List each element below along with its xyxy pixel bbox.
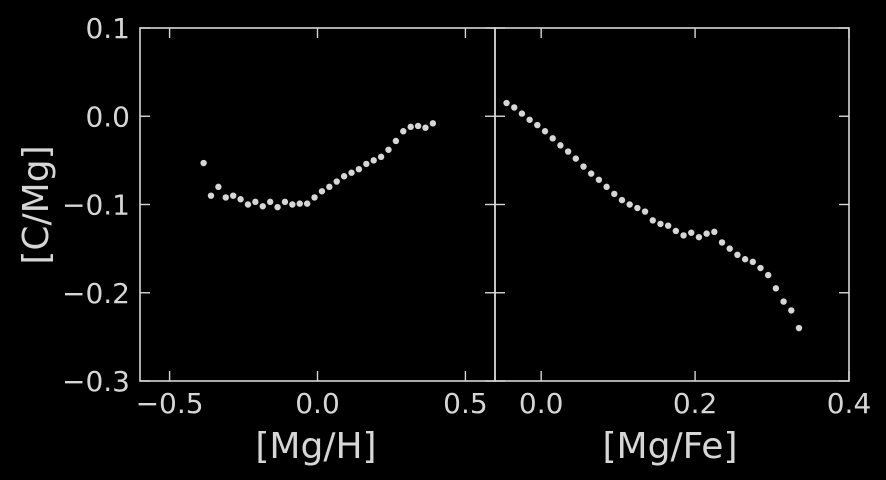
data-point-mg-fe: [572, 155, 580, 162]
data-point-mg-fe: [595, 176, 603, 183]
data-point-mg-fe: [557, 142, 564, 149]
data-point-mg-fe: [772, 285, 780, 292]
data-point-mg-fe: [726, 245, 733, 252]
data-point-mg-h: [289, 201, 296, 208]
panel-mg-fe-ticks: [495, 27, 850, 382]
data-point-mg-h: [318, 188, 326, 195]
data-point-mg-fe: [703, 230, 710, 237]
data-point-mg-h: [407, 123, 414, 131]
data-point-mg-fe: [503, 99, 510, 107]
data-point-mg-h: [333, 178, 340, 185]
data-point-mg-fe: [664, 222, 672, 229]
data-point-mg-h: [414, 122, 422, 130]
y-tick-label: −0.2: [62, 277, 130, 310]
data-point-mg-h: [370, 157, 377, 164]
data-point-mg-h: [244, 201, 252, 208]
data-point-mg-h: [229, 192, 237, 199]
y-tick-label: −0.1: [62, 189, 130, 222]
data-point-mg-h: [222, 194, 229, 201]
data-point-mg-h: [281, 198, 289, 206]
data-point-mg-h: [259, 203, 266, 210]
data-point-mg-fe: [526, 116, 533, 123]
data-point-mg-fe: [695, 233, 703, 241]
x-tick-label: 0.0: [519, 387, 564, 420]
data-point-mg-fe: [564, 148, 572, 155]
data-point-mg-h: [326, 183, 333, 191]
data-point-mg-h: [215, 183, 222, 191]
data-point-mg-fe: [534, 121, 541, 129]
data-point-mg-h: [400, 128, 407, 135]
data-point-mg-h: [385, 146, 392, 153]
data-point-mg-h: [340, 173, 348, 180]
data-point-mg-h: [422, 124, 429, 131]
data-point-mg-fe: [518, 110, 526, 117]
data-point-mg-fe: [618, 196, 626, 204]
data-point-mg-fe: [541, 128, 549, 135]
data-point-mg-fe: [718, 239, 726, 246]
data-point-mg-h: [237, 196, 244, 203]
data-point-mg-h: [363, 160, 370, 168]
x-axis-label-mg-h: [Mg/H]: [255, 426, 376, 467]
data-point-mg-fe: [788, 307, 795, 314]
y-axis-label: [C/Mg]: [16, 145, 57, 264]
data-point-mg-h: [392, 137, 400, 145]
data-point-mg-h: [266, 198, 274, 206]
data-point-mg-fe: [641, 208, 649, 215]
data-point-mg-h: [311, 194, 318, 201]
data-point-mg-fe: [734, 251, 741, 259]
data-point-mg-fe: [795, 324, 803, 332]
panel-mg-h-xtick-labels: −0.5 0.0 0.5: [136, 387, 488, 420]
data-point-mg-fe: [611, 190, 618, 198]
data-point-mg-h: [303, 200, 311, 207]
panel-mg-fe: 0.0 0.2 0.4 [Mg/Fe]: [494, 27, 871, 467]
panel-mg-h-ticks: [140, 27, 495, 382]
data-point-mg-h: [207, 192, 215, 199]
data-point-mg-fe: [580, 163, 587, 170]
data-point-mg-fe: [626, 201, 633, 208]
y-tick-label: 0.0: [85, 100, 130, 133]
y-tick-label: 0.1: [85, 12, 130, 45]
data-point-mg-fe: [680, 232, 687, 239]
data-point-mg-fe: [741, 256, 749, 263]
data-point-mg-h: [355, 166, 363, 173]
x-tick-label: 0.2: [673, 387, 718, 420]
data-point-mg-fe: [711, 228, 718, 236]
x-tick-label: 0.0: [295, 387, 340, 420]
data-point-mg-fe: [511, 104, 518, 111]
y-tick-label: −0.3: [62, 365, 130, 398]
data-point-mg-fe: [672, 227, 680, 235]
data-point-mg-fe: [749, 258, 757, 266]
data-point-mg-h: [377, 153, 385, 161]
x-tick-label: 0.4: [827, 387, 872, 420]
data-point-mg-fe: [603, 183, 610, 191]
x-tick-label: 0.5: [443, 387, 488, 420]
data-point-mg-h: [252, 198, 259, 206]
data-point-mg-fe: [657, 220, 664, 228]
x-axis-label-mg-fe: [Mg/Fe]: [602, 426, 737, 467]
data-point-mg-h: [274, 203, 281, 211]
y-tick-labels: −0.3 −0.2 −0.1 0.0 0.1: [62, 12, 130, 398]
data-point-mg-h: [429, 120, 437, 127]
data-point-mg-fe: [757, 264, 764, 272]
data-point-mg-fe: [634, 204, 641, 212]
data-point-mg-h: [200, 159, 207, 167]
data-point-mg-h: [348, 169, 355, 176]
data-point-mg-fe: [688, 229, 695, 236]
data-point-mg-fe: [764, 271, 772, 279]
data-point-mg-fe: [587, 170, 595, 177]
panel-mg-fe-xtick-labels: 0.0 0.2 0.4: [519, 387, 871, 420]
panel-mg-fe-points: [503, 99, 803, 332]
panel-mg-h: −0.5 0.0 0.5 −0.3 −0.2 −0.1 0.0 0.1 [Mg/H] [C/…: [16, 12, 496, 467]
data-point-mg-h: [296, 200, 303, 207]
data-point-mg-fe: [780, 298, 787, 305]
x-tick-label: −0.5: [136, 387, 204, 420]
data-point-mg-fe: [549, 135, 556, 142]
data-point-mg-fe: [649, 217, 656, 224]
panel-mg-h-points: [200, 120, 437, 211]
